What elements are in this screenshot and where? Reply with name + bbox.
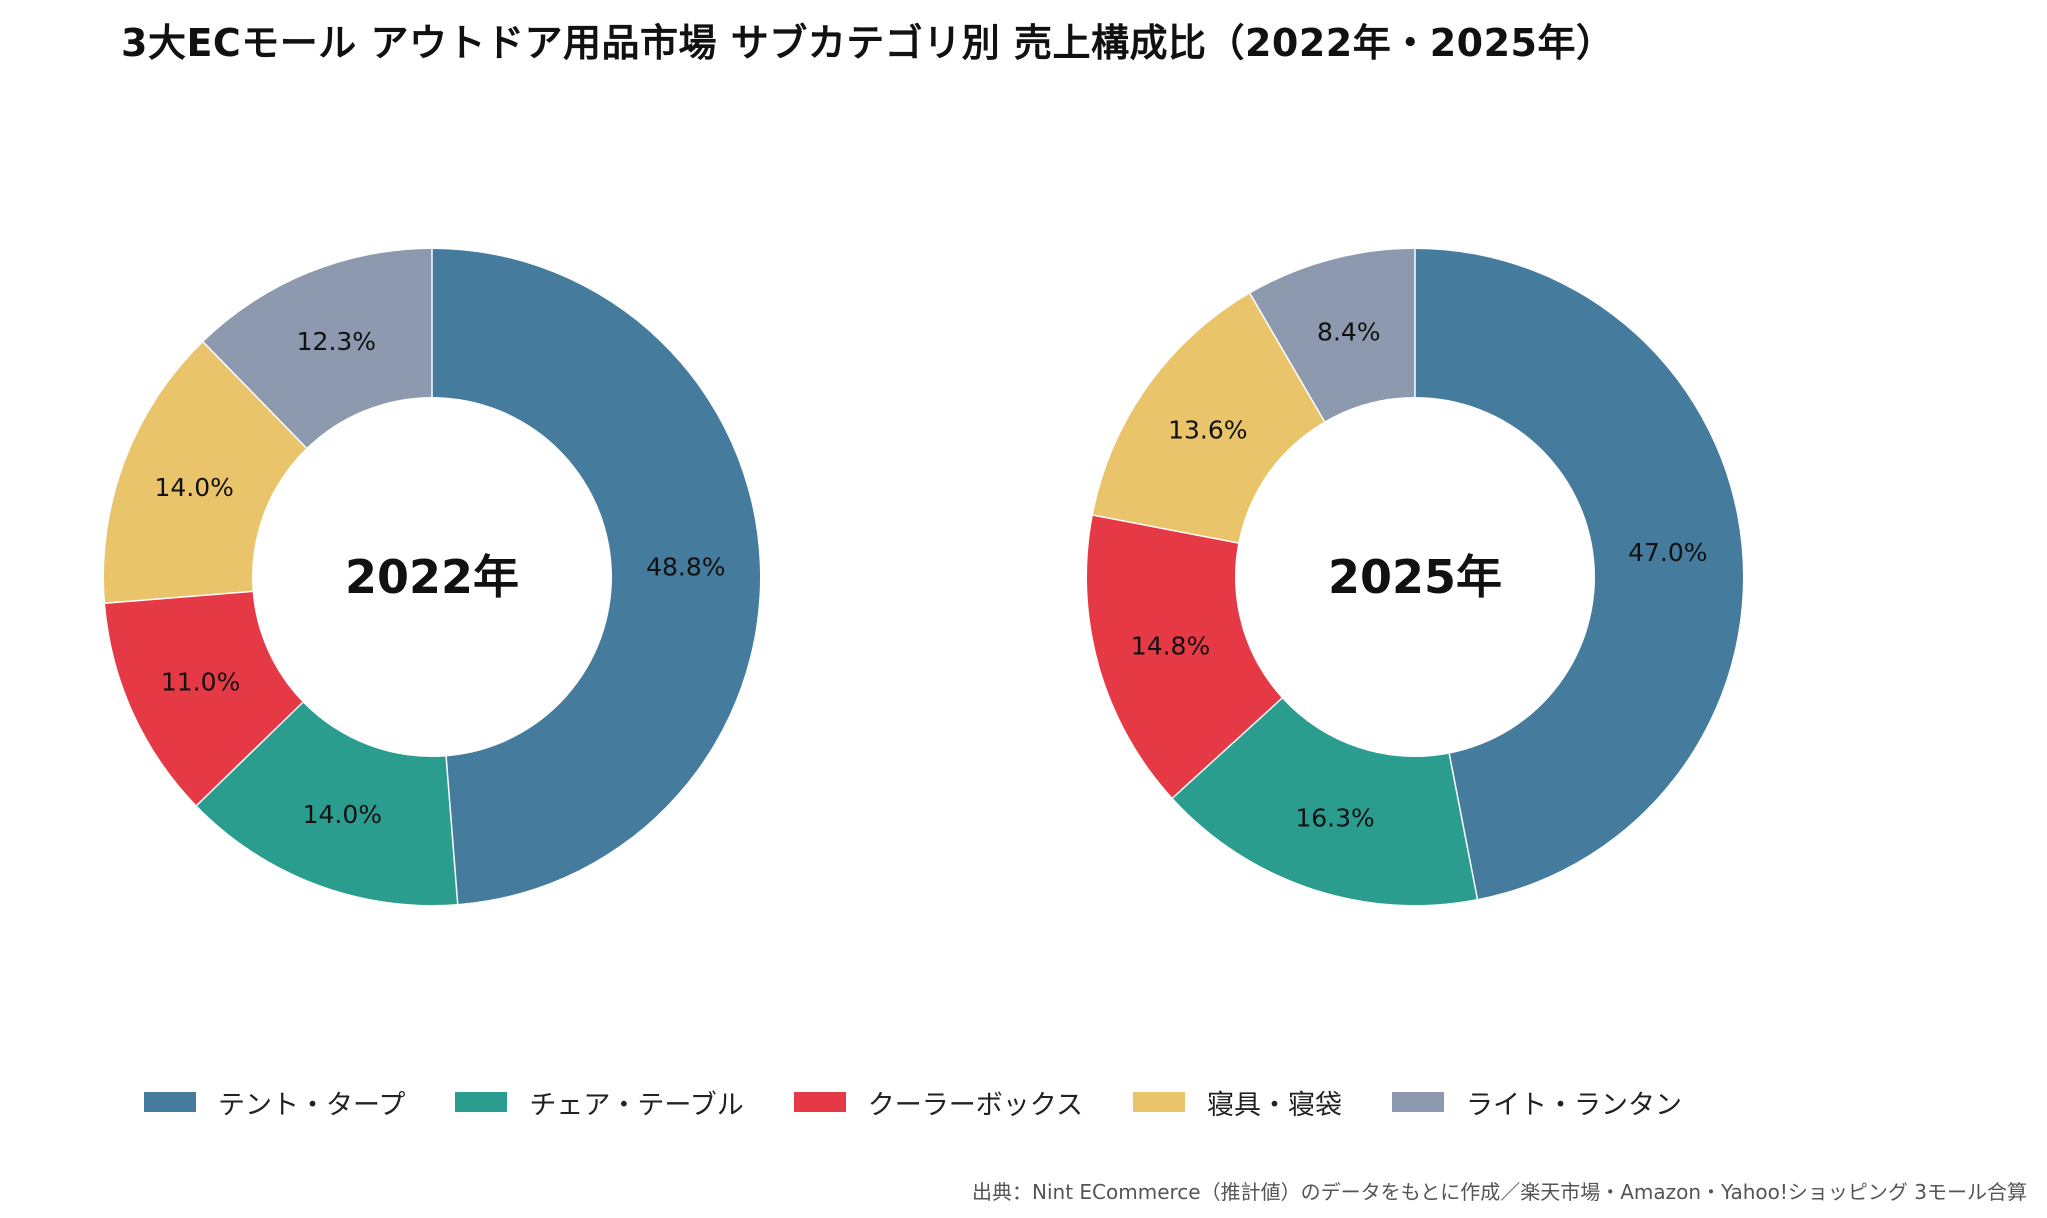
legend-item-cooler-box: クーラーボックス <box>793 1083 1083 1122</box>
slice-tent-tarp <box>432 249 760 904</box>
slice-label-bedding-sleeping-bag: 13.6% <box>1168 416 1247 445</box>
slice-label-tent-tarp: 47.0% <box>1628 538 1707 567</box>
center-year-label: 2022年 <box>345 550 519 604</box>
legend-label: 寝具・寝袋 <box>1206 1089 1342 1121</box>
donut-chart-2025: 47.0% 16.3% 14.8% 13.6% 8.4% 2025年 <box>1087 249 1743 905</box>
slice-separator <box>104 590 253 604</box>
legend-swatch <box>793 1092 846 1112</box>
donut-chart-2022: 48.8% 14.0% 11.0% 14.0% 12.3% 2022年 <box>103 248 760 906</box>
legend-item-tent-tarp: テント・タープ <box>144 1083 405 1122</box>
slice-tent-tarp <box>1415 249 1743 900</box>
legend-label: チェア・テーブル <box>529 1089 744 1121</box>
slice-label-light-lantern: 8.4% <box>1317 317 1381 346</box>
center-year-label: 2025年 <box>1328 550 1502 604</box>
slice-separator <box>1448 753 1479 900</box>
slice-label-light-lantern: 12.3% <box>297 327 376 356</box>
legend-item-chair-table: チェア・テーブル <box>455 1083 744 1122</box>
chart-title: 3大ECモール アウトドア用品市場 サブカテゴリ別 売上構成比（2022年・20… <box>121 21 1615 65</box>
legend-swatch <box>1391 1092 1444 1112</box>
legend-item-light-lantern: ライト・ランタン <box>1391 1083 1682 1122</box>
slice-cooler-box <box>1087 515 1282 798</box>
slice-bedding-sleeping-bag <box>103 341 307 604</box>
slice-label-tent-tarp: 48.8% <box>646 553 725 582</box>
slice-separator <box>1172 697 1283 799</box>
legend-label: テント・タープ <box>218 1089 406 1121</box>
slice-label-bedding-sleeping-bag: 14.0% <box>155 473 234 502</box>
slice-separator <box>196 701 304 806</box>
slice-cooler-box <box>105 591 303 806</box>
slice-label-cooler-box: 11.0% <box>161 667 240 696</box>
slice-chair-table <box>196 702 458 906</box>
slice-separator <box>1092 514 1239 544</box>
slice-separator <box>202 341 307 449</box>
slice-label-cooler-box: 14.8% <box>1131 631 1210 660</box>
slice-separator <box>1249 293 1326 422</box>
slice-label-chair-table: 14.0% <box>303 800 382 829</box>
legend-item-bedding-sleeping-bag: 寝具・寝袋 <box>1132 1083 1342 1122</box>
legend-swatch <box>144 1092 196 1112</box>
legend-label: ライト・ランタン <box>1465 1089 1682 1121</box>
legend: テント・タープ チェア・テーブル クーラーボックス 寝具・寝袋 ライト・ランタン <box>144 1082 1732 1122</box>
source-note: 出典：Nint ECommerce（推計値）のデータをもとに作成／楽天市場・Am… <box>972 1180 2027 1204</box>
slice-light-lantern <box>203 248 432 449</box>
slice-label-chair-table: 16.3% <box>1295 804 1374 833</box>
slice-bedding-sleeping-bag <box>1092 293 1325 544</box>
slice-separator <box>445 756 459 905</box>
legend-swatch <box>1132 1092 1185 1112</box>
slice-light-lantern <box>1249 249 1415 422</box>
legend-label: クーラーボックス <box>867 1089 1083 1121</box>
legend-swatch <box>455 1092 508 1112</box>
slice-chair-table <box>1172 698 1478 905</box>
